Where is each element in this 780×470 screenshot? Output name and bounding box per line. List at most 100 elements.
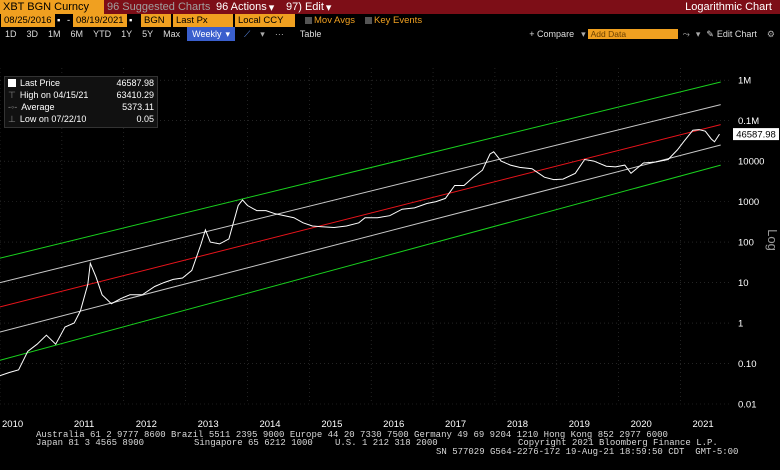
chevron-down-icon: ▾: [325, 1, 332, 14]
field-select[interactable]: Last Px: [173, 14, 233, 27]
edit-menu[interactable]: 97) Edit ▾: [282, 0, 350, 14]
average-marker-icon: -◦-: [8, 102, 18, 112]
x-tick-label: 2012: [136, 419, 157, 430]
footer-copyright: Copyright 2021 Bloomberg Finance L.P.: [518, 438, 718, 448]
line-chart-icon[interactable]: ⟋: [243, 28, 251, 39]
series-swatch-icon: [8, 79, 16, 87]
legend-average-value: 5373.11: [122, 102, 154, 112]
regression-bands: [0, 81, 721, 361]
legend-low-value: 0.05: [136, 114, 154, 124]
footer-singapore: Singapore 65 6212 1000: [194, 438, 313, 448]
chart-type-title: Logarithmic Chart: [685, 1, 772, 13]
legend-last-price-value: 46587.98: [116, 78, 154, 88]
x-tick-label: 2014: [259, 419, 280, 430]
zoom-icon[interactable]: ⤳: [682, 28, 690, 39]
y-tick-label: 0.10: [738, 359, 757, 370]
actions-menu[interactable]: 96 Actions ▾: [212, 0, 282, 14]
upper-band-2-line: [0, 81, 721, 259]
timeframe-1m[interactable]: 1M: [48, 29, 61, 39]
pencil-icon: ✎: [706, 28, 714, 39]
table-icon[interactable]: ⋯: [274, 28, 284, 39]
timeframe-1y[interactable]: 1Y: [121, 29, 133, 39]
legend-average: -◦- Average 5373.11: [5, 101, 157, 113]
compare-button[interactable]: + Compare: [529, 29, 575, 39]
x-tick-label: 2015: [321, 419, 342, 430]
last-price-tag: 46587.98: [733, 128, 779, 141]
timeframe-1d[interactable]: 1D: [5, 29, 17, 39]
lower-band-2-line: [0, 164, 721, 361]
frequency-label: Weekly: [192, 29, 222, 39]
upper-band-1-line: [0, 104, 721, 284]
calendar-icon[interactable]: ▪: [129, 15, 133, 26]
timeframe-5y[interactable]: 5Y: [142, 29, 154, 39]
y-tick-label: 1M: [738, 76, 751, 87]
settings-icon[interactable]: ⚙: [766, 28, 775, 39]
edit-chart-button[interactable]: ✎ Edit Chart: [701, 27, 762, 41]
lower-band-1-line: [0, 144, 721, 333]
legend-low-label: Low on 07/22/10: [19, 114, 87, 124]
x-tick-label: 2018: [507, 419, 528, 430]
x-tick-label: 2013: [198, 419, 219, 430]
x-tick-label: 2010: [2, 419, 23, 430]
timeframe-6m[interactable]: 6M: [70, 29, 84, 39]
price-series: [0, 129, 720, 377]
y-tick-label: 100: [738, 238, 754, 249]
checkbox-icon: [365, 17, 373, 24]
key-events-toggle[interactable]: Key Events: [361, 14, 426, 27]
chevron-down-icon: ▾: [225, 28, 230, 39]
suggested-charts-button[interactable]: 96 Suggested Charts: [107, 1, 211, 13]
y-tick-label: 0.1M: [738, 116, 759, 127]
legend-average-label: Average: [21, 102, 55, 112]
x-tick-label: 2011: [74, 419, 94, 430]
chevron-down-icon[interactable]: ▾: [260, 28, 265, 39]
legend-high-value: 63410.29: [116, 90, 154, 100]
chevron-down-icon[interactable]: ▾: [695, 28, 701, 39]
x-tick-label: 2021: [693, 419, 714, 430]
mov-avgs-toggle[interactable]: Mov Avgs: [301, 14, 359, 27]
source-input[interactable]: BGN: [141, 14, 171, 27]
chevron-down-icon[interactable]: ▾: [581, 28, 586, 39]
y-tick-label: 1: [738, 319, 743, 330]
actions-label: 96 Actions: [216, 1, 267, 13]
legend-last-price-label: Last Price: [20, 78, 61, 88]
frequency-select[interactable]: Weekly ▾: [187, 27, 235, 41]
x-tick-label: 2019: [569, 419, 590, 430]
x-axis: 2010 2011 2012 2013 2014 2015 2016 2017 2018 2019…: [2, 419, 714, 430]
checkbox-icon: [305, 17, 312, 24]
chart-legend: Last Price 46587.98 ⊤ High on 04/15/21 6…: [4, 76, 158, 128]
chevron-down-icon: ▾: [268, 1, 275, 14]
footer-sn: SN 577029 G564-2276-172 19-Aug-21 18:59:…: [436, 447, 739, 457]
calendar-icon[interactable]: ▪: [57, 15, 61, 26]
timeframe-3d[interactable]: 3D: [26, 29, 39, 39]
start-date-input[interactable]: 08/25/2016: [1, 14, 55, 27]
last-price-tag-label: 46587.98: [736, 130, 776, 141]
legend-low: ⊥ Low on 07/22/10 0.05: [5, 113, 157, 125]
timeframe-ytd[interactable]: YTD: [93, 29, 112, 39]
legend-high-label: High on 04/15/21: [19, 90, 89, 100]
top-toolbar: XBT BGN Curncy 96 Suggested Charts 96 Ac…: [0, 0, 780, 14]
y-axis: 0.01 0.10 1 10 100 1000 10000 0.1M 1M: [738, 76, 764, 411]
chart-grid: [0, 68, 730, 405]
y-tick-label: 0.01: [738, 400, 757, 411]
axis-title: Log: [765, 229, 780, 251]
x-tick-label: 2020: [631, 419, 652, 430]
currency-select[interactable]: Local CCY: [235, 14, 295, 27]
end-date-input[interactable]: 08/19/2021: [73, 14, 127, 27]
x-tick-label: 2016: [383, 419, 404, 430]
legend-last-price[interactable]: Last Price 46587.98: [5, 77, 157, 89]
edit-chart-label: Edit Chart: [716, 29, 757, 39]
date-toolbar: 08/25/2016 ▪ - 08/19/2021 ▪ BGN Last Px …: [0, 14, 780, 27]
key-events-label: Key Events: [374, 15, 423, 26]
footer-contact-line: Australia 61 2 9777 8600 Brazil 5511 239…: [36, 430, 668, 440]
high-marker-icon: ⊤: [8, 89, 16, 100]
legend-high: ⊤ High on 04/15/21 63410.29: [5, 89, 157, 101]
security-input[interactable]: XBT BGN Curncy: [0, 0, 104, 14]
timeframe-group: 1D 3D 1M 6M YTD 1Y 5Y Max: [0, 27, 185, 41]
y-tick-label: 1000: [738, 197, 759, 208]
table-button[interactable]: Table: [299, 29, 322, 39]
add-data-input[interactable]: Add Data: [587, 29, 678, 39]
timeframe-max[interactable]: Max: [163, 29, 181, 39]
edit-label: 97) Edit: [286, 1, 324, 13]
price-line: [0, 129, 720, 377]
